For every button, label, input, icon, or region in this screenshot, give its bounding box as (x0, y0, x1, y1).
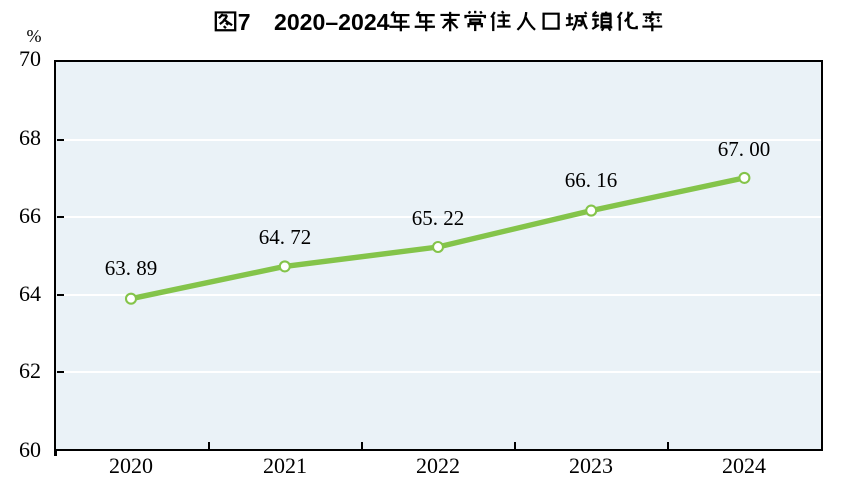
svg-text:7: 7 (238, 9, 251, 35)
svg-text:2020–2024: 2020–2024 (274, 9, 390, 35)
